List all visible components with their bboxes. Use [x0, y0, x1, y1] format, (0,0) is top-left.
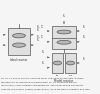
Text: $F_3$: $F_3$ — [82, 34, 87, 41]
Text: Model reactor: Model reactor — [55, 79, 74, 83]
Text: aqueous and organic phases (respectively). Qv is the total volumetric flow rate.: aqueous and organic phases (respectively… — [1, 88, 90, 90]
Bar — [8, 28, 30, 55]
Bar — [65, 53, 76, 73]
Bar — [52, 26, 76, 49]
Bar — [52, 53, 63, 73]
Text: $F_3$: $F_3$ — [36, 37, 41, 44]
Ellipse shape — [57, 40, 71, 44]
Text: $F_0,T_0$: $F_0,T_0$ — [0, 26, 2, 34]
Ellipse shape — [12, 43, 26, 47]
Text: temperature of respective compartments; F3, F4, F5 and F6 are the: temperature of respective compartments; … — [1, 81, 77, 83]
Text: $F_4$: $F_4$ — [62, 13, 66, 20]
Text: $F_1,T_1$: $F_1,T_1$ — [36, 34, 46, 41]
Ellipse shape — [57, 30, 71, 34]
Ellipse shape — [66, 61, 74, 65]
Text: $F_2$: $F_2$ — [82, 23, 87, 31]
Text: $F_1,T_1$: $F_1,T_1$ — [0, 37, 2, 44]
Text: $F_5$: $F_5$ — [41, 49, 46, 56]
Text: org: org — [68, 75, 72, 76]
Text: $F_6$: $F_6$ — [41, 59, 46, 67]
Text: aq: aq — [56, 75, 59, 76]
Text: Ideal reactor: Ideal reactor — [10, 58, 28, 62]
Text: $F_0,T_0$: $F_0,T_0$ — [36, 23, 46, 31]
Text: $F_2$: $F_2$ — [36, 26, 41, 34]
Ellipse shape — [12, 34, 26, 38]
Ellipse shape — [54, 61, 62, 65]
Text: $F_7$: $F_7$ — [82, 55, 87, 63]
Text: F0, T0, F1 and F2 are the incoming molar flow rates of reactants, mixture: F0, T0, F1 and F2 are the incoming molar… — [1, 78, 83, 79]
Text: recirculation flows between compartments. Subscripts aq and org denote: recirculation flows between compartments… — [1, 85, 83, 86]
